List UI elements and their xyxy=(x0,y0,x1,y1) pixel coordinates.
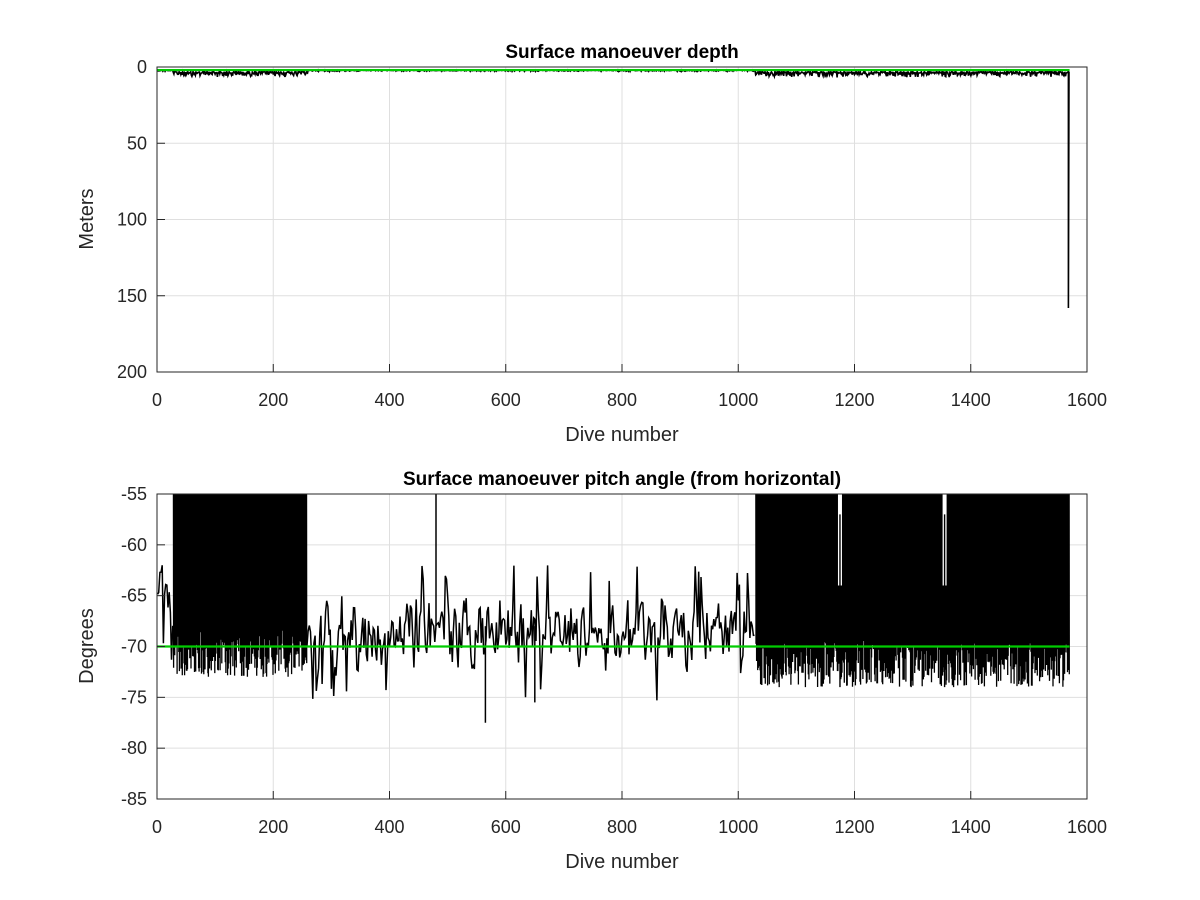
x-tick-label: 400 xyxy=(374,390,404,410)
depth-ticks: 0 200 400 600 800 1000 1200 1400 160005010015020… xyxy=(117,57,1107,410)
pitch-chart-title: Surface manoeuver pitch angle (from hori… xyxy=(403,469,841,490)
x-tick-label: 1000 xyxy=(718,390,758,410)
x-tick-label: 1600 xyxy=(1067,817,1107,837)
x-tick-label: 0 xyxy=(152,390,162,410)
pitch-series-line xyxy=(306,565,755,701)
pitch-x-axis-label: Dive number xyxy=(565,851,679,873)
x-tick-label: 1400 xyxy=(951,390,991,410)
pitch-series xyxy=(157,494,1070,723)
x-tick-label: 200 xyxy=(258,390,288,410)
y-tick-label: -75 xyxy=(121,687,147,707)
y-tick-label: -55 xyxy=(121,484,147,504)
x-tick-label: 600 xyxy=(491,817,521,837)
x-tick-label: 200 xyxy=(258,817,288,837)
x-tick-label: 400 xyxy=(374,817,404,837)
y-tick-label: -85 xyxy=(121,789,147,809)
pitch-series-line xyxy=(157,565,174,660)
x-tick-label: 800 xyxy=(607,817,637,837)
pitch-series-dense-segment xyxy=(172,494,308,677)
depth-y-axis-label: Meters xyxy=(76,188,98,249)
x-tick-label: 1200 xyxy=(834,390,874,410)
pitch-y-axis-label: Degrees xyxy=(76,608,98,684)
x-tick-label: 800 xyxy=(607,390,637,410)
depth-panel: 0 200 400 600 800 1000 1200 1400 160005010015020… xyxy=(76,42,1107,446)
x-tick-label: 1200 xyxy=(834,817,874,837)
depth-x-axis-label: Dive number xyxy=(565,424,679,446)
y-tick-label: 200 xyxy=(117,362,147,382)
pitch-series-group xyxy=(157,494,1070,723)
y-tick-label: 50 xyxy=(127,133,147,153)
x-tick-label: 1000 xyxy=(718,817,758,837)
depth-series xyxy=(157,68,1070,309)
pitch-series-dense-segment xyxy=(755,494,1070,688)
y-tick-label: 100 xyxy=(117,210,147,230)
pitch-panel: 0 200 400 600 800 1000 1200 1400 1600 -55 -60 -65 -7… xyxy=(76,469,1107,873)
x-tick-label: 1600 xyxy=(1067,390,1107,410)
y-tick-label: -70 xyxy=(121,637,147,657)
y-tick-label: 150 xyxy=(117,286,147,306)
x-tick-label: 0 xyxy=(152,817,162,837)
y-tick-label: -60 xyxy=(121,535,147,555)
y-tick-label: -65 xyxy=(121,586,147,606)
y-tick-label: 0 xyxy=(137,57,147,77)
pitch-ticks: 0 200 400 600 800 1000 1200 1400 1600 -55 -60 -65 -7… xyxy=(121,484,1107,837)
x-tick-label: 600 xyxy=(491,390,521,410)
y-tick-label: -80 xyxy=(121,738,147,758)
depth-chart-title: Surface manoeuver depth xyxy=(505,42,738,63)
x-tick-label: 1400 xyxy=(951,817,991,837)
